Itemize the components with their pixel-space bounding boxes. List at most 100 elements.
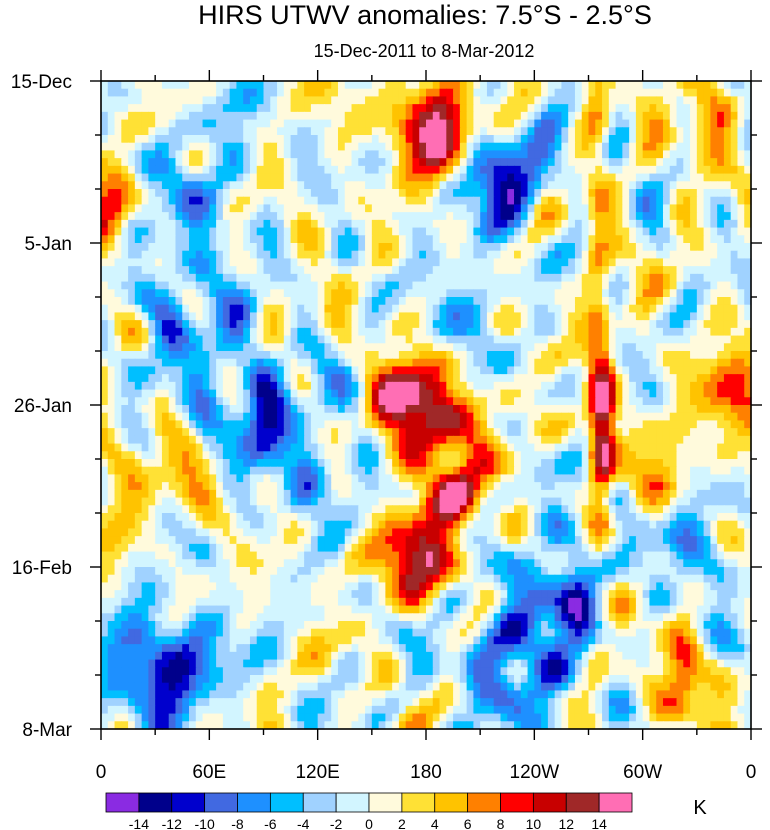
heatmap-cell [473,127,481,136]
heatmap-cell [547,135,556,144]
heatmap-cell [128,297,136,306]
heatmap-cell [649,88,657,98]
heatmap-cell [236,297,244,306]
heatmap-cell [588,204,596,213]
heatmap-cell [337,281,346,290]
heatmap-cell [270,104,278,113]
heatmap-cell [101,204,109,213]
heatmap-cell [195,158,204,167]
heatmap-cell [398,173,407,182]
heatmap-cell [547,358,556,368]
heatmap-cell [507,389,515,398]
heatmap-cell [527,474,535,483]
heatmap-cell [365,358,373,368]
heatmap-cell [243,358,251,368]
heatmap-cell [439,119,447,128]
heatmap-cell [412,250,420,260]
heatmap-cell [378,150,386,159]
heatmap-cell [642,366,651,375]
heatmap-cell [622,443,630,452]
heatmap-cell [189,227,197,236]
heatmap-cell [656,158,664,167]
heatmap-cell [385,127,393,136]
heatmap-cell [182,343,190,352]
heatmap-cell [229,227,238,236]
heatmap-cell [337,405,346,414]
heatmap-cell [527,351,535,360]
heatmap-cell [189,389,197,398]
heatmap-cell [331,158,339,167]
heatmap-cell [534,435,542,445]
heatmap-cell [148,127,156,136]
heatmap-cell [656,165,664,175]
heatmap-cell [344,297,353,306]
heatmap-cell [175,142,183,152]
heatmap-cell [229,420,238,429]
heatmap-cell [222,297,231,306]
heatmap-cell [385,374,393,383]
heatmap-cell [263,297,271,306]
heatmap-cell [365,235,373,244]
heatmap-cell [710,88,718,98]
heatmap-cell [595,281,603,290]
heatmap-cell [216,405,224,414]
heatmap-cell [514,142,522,152]
heatmap-cell [290,428,298,437]
heatmap-cell [290,111,298,121]
heatmap-cell [304,104,312,113]
heatmap-cell [290,81,298,90]
heatmap-cell [453,428,461,437]
heatmap-cell [581,150,590,159]
heatmap-cell [486,235,495,244]
heatmap-cell [615,405,623,414]
heatmap-cell [547,119,556,128]
heatmap-cell [703,297,711,306]
heatmap-cell [161,258,170,267]
heatmap-cell [317,289,326,298]
heatmap-cell [723,443,732,452]
heatmap-cell [412,381,420,391]
heatmap-cell [385,443,393,452]
heatmap-cell [148,173,156,182]
heatmap-cell [128,196,136,206]
heatmap-cell [107,165,116,175]
heatmap-cell [615,435,623,445]
heatmap-cell [378,181,386,190]
heatmap-cell [114,351,122,360]
heatmap-cell [426,181,434,190]
heatmap-cell [574,466,583,476]
heatmap-cell [168,165,177,175]
heatmap-cell [554,250,563,260]
heatmap-cell [662,158,671,167]
heatmap-cell [723,111,732,121]
heatmap-cell [690,459,698,468]
heatmap-cell [439,428,447,437]
heatmap-cell [615,173,623,182]
heatmap-cell [331,420,339,429]
heatmap-cell [480,250,488,260]
heatmap-cell [290,142,298,152]
heatmap-cell [392,405,400,414]
heatmap-cell [175,104,183,113]
heatmap-cell [561,150,569,159]
heatmap-cell [412,358,420,368]
heatmap-cell [209,343,217,352]
heatmap-cell [500,81,508,90]
heatmap-cell [507,150,515,159]
heatmap-cell [635,181,644,190]
heatmap-cell [419,459,427,468]
heatmap-cell [500,428,508,437]
heatmap-cell [283,289,292,298]
heatmap-cell [493,405,502,414]
heatmap-cell [337,312,346,321]
heatmap-cell [128,389,136,398]
heatmap-cell [405,250,414,260]
heatmap-cell [419,158,427,167]
heatmap-cell [371,81,380,90]
heatmap-cell [473,459,481,468]
heatmap-cell [520,96,529,105]
heatmap-cell [175,320,183,329]
heatmap-cell [283,158,292,167]
heatmap-cell [554,405,563,414]
heatmap-cell [608,289,617,298]
